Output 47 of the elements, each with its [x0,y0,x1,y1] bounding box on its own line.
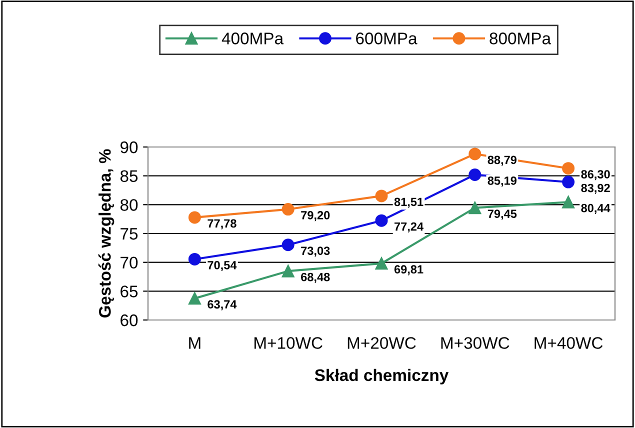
point [562,196,575,208]
point [282,238,294,252]
point [562,176,575,188]
y-tick-label: 85 [120,170,138,182]
data-label: 70,54 [208,260,237,272]
point [562,162,575,175]
point [282,264,294,278]
x-tick-label: M [189,337,200,349]
y-tick-label: 65 [120,286,138,298]
data-label: 63,74 [208,300,237,310]
x-tick-label: M+10WC [254,337,322,349]
x-tick-label: M+30WC [441,337,510,349]
legend-label: 800MPa [490,32,552,44]
point [375,190,388,202]
y-tick-label: 75 [120,228,138,240]
data-label: 80,44 [581,204,610,214]
data-label: 69,81 [394,265,424,276]
point [188,211,201,224]
data-label: 79,20 [301,211,330,222]
point [375,214,388,227]
data-label: 77,24 [394,222,424,232]
point [468,168,482,181]
data-label: 73,03 [301,246,330,257]
point [282,203,294,216]
point [188,252,201,266]
data-label: 83,92 [581,184,610,194]
data-label: 88,79 [488,156,517,166]
data-label: 79,45 [488,210,517,220]
point [468,148,482,160]
y-tick-label: 80 [120,199,138,211]
legend-label: 600MPa [356,32,418,44]
y-axis-title: Gęstość względna, % [98,149,114,318]
y-tick-label: 90 [120,141,138,154]
data-label: 85,19 [488,176,517,187]
y-tick-label: 60 [120,314,138,326]
x-axis-title: Skład chemiczny [314,368,449,384]
y-tick-label: 70 [120,256,138,269]
point [188,292,201,305]
x-tick-label: M+40WC [534,337,603,349]
point [468,202,482,214]
data-label: 77,78 [208,219,236,230]
point [375,257,388,270]
legend-label: 400MPa [222,32,284,44]
data-label: 68,48 [301,272,330,283]
data-label: 86,30 [581,170,610,180]
x-tick-label: M+20WC [348,337,416,349]
data-label: 81,51 [394,198,424,208]
